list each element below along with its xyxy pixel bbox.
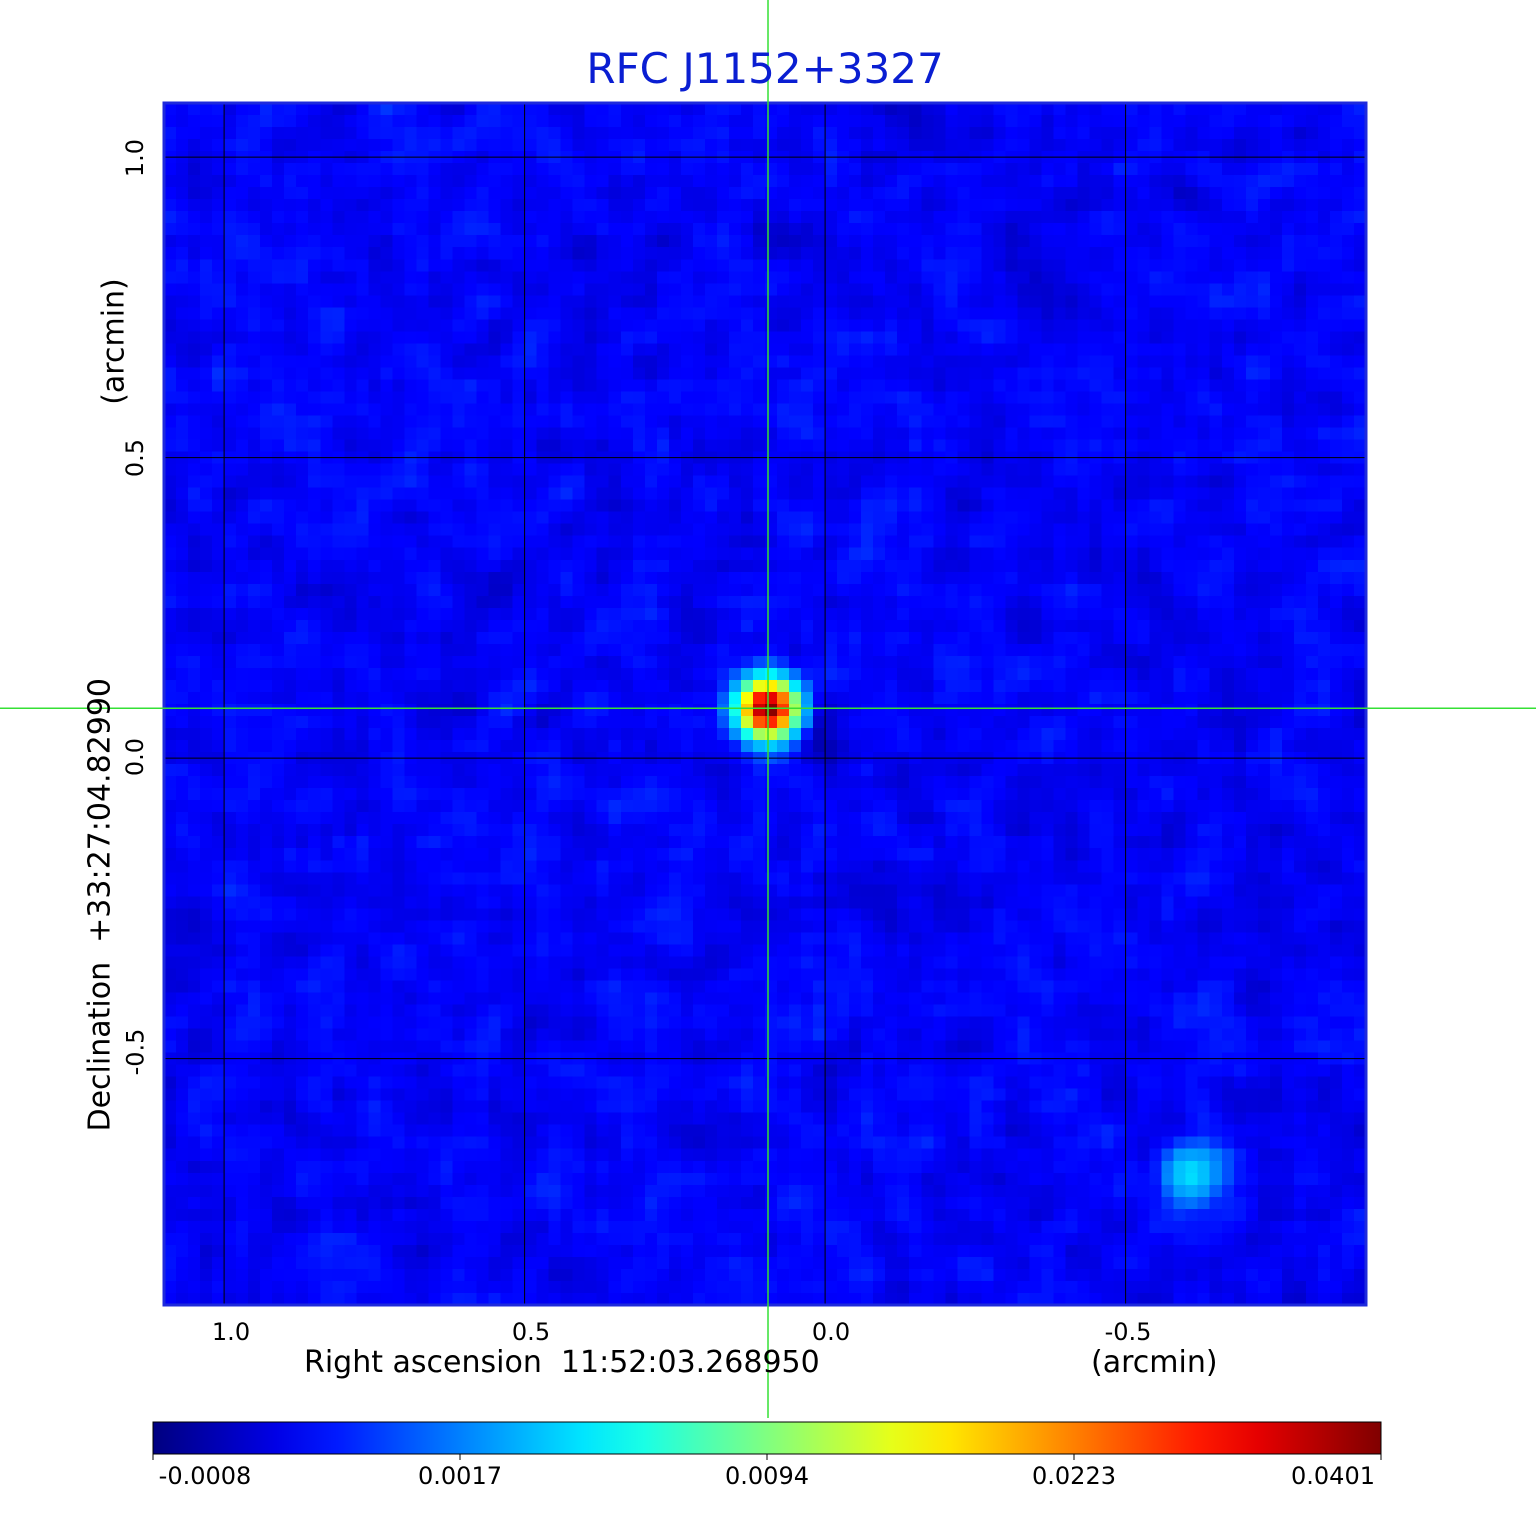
x-tick-label: -0.5 [1104,1318,1152,1346]
coordinate-grid [162,101,1368,1307]
y-axis-unit: (arcmin) [96,278,132,405]
x-tick-label: 0.0 [811,1318,851,1346]
colorbar [152,1421,1382,1460]
colorbar-gradient [152,1421,1382,1455]
chart-title: RFC J1152+3327 [586,44,944,93]
intensity-map [164,103,1366,1305]
y-tick-label: 0.5 [121,438,150,478]
colorbar-tick-label: 0.0017 [418,1462,502,1490]
x-tick-label: 0.5 [511,1318,551,1346]
colorbar-tick-label: -0.0008 [158,1462,252,1490]
x-axis-unit: (arcmin) [1091,1345,1218,1380]
x-tick-label: 1.0 [211,1318,251,1346]
y-tick-label: 1.0 [121,138,150,178]
crosshair [0,0,1536,1418]
colorbar-tick-label: 0.0401 [1291,1462,1375,1490]
intensity-image [164,103,1366,1305]
colorbar-tick-label: 0.0094 [725,1462,809,1490]
colorbar-tick-label: 0.0223 [1032,1462,1116,1490]
x-axis-label: Right ascension 11:52:03.268950 [304,1345,820,1380]
plot-frame [162,101,1368,1307]
y-axis-label: Declination +33:27:04.82990 [82,677,118,1132]
y-tick-label: 0.0 [121,737,150,777]
y-tick-label: -0.5 [121,1028,150,1076]
